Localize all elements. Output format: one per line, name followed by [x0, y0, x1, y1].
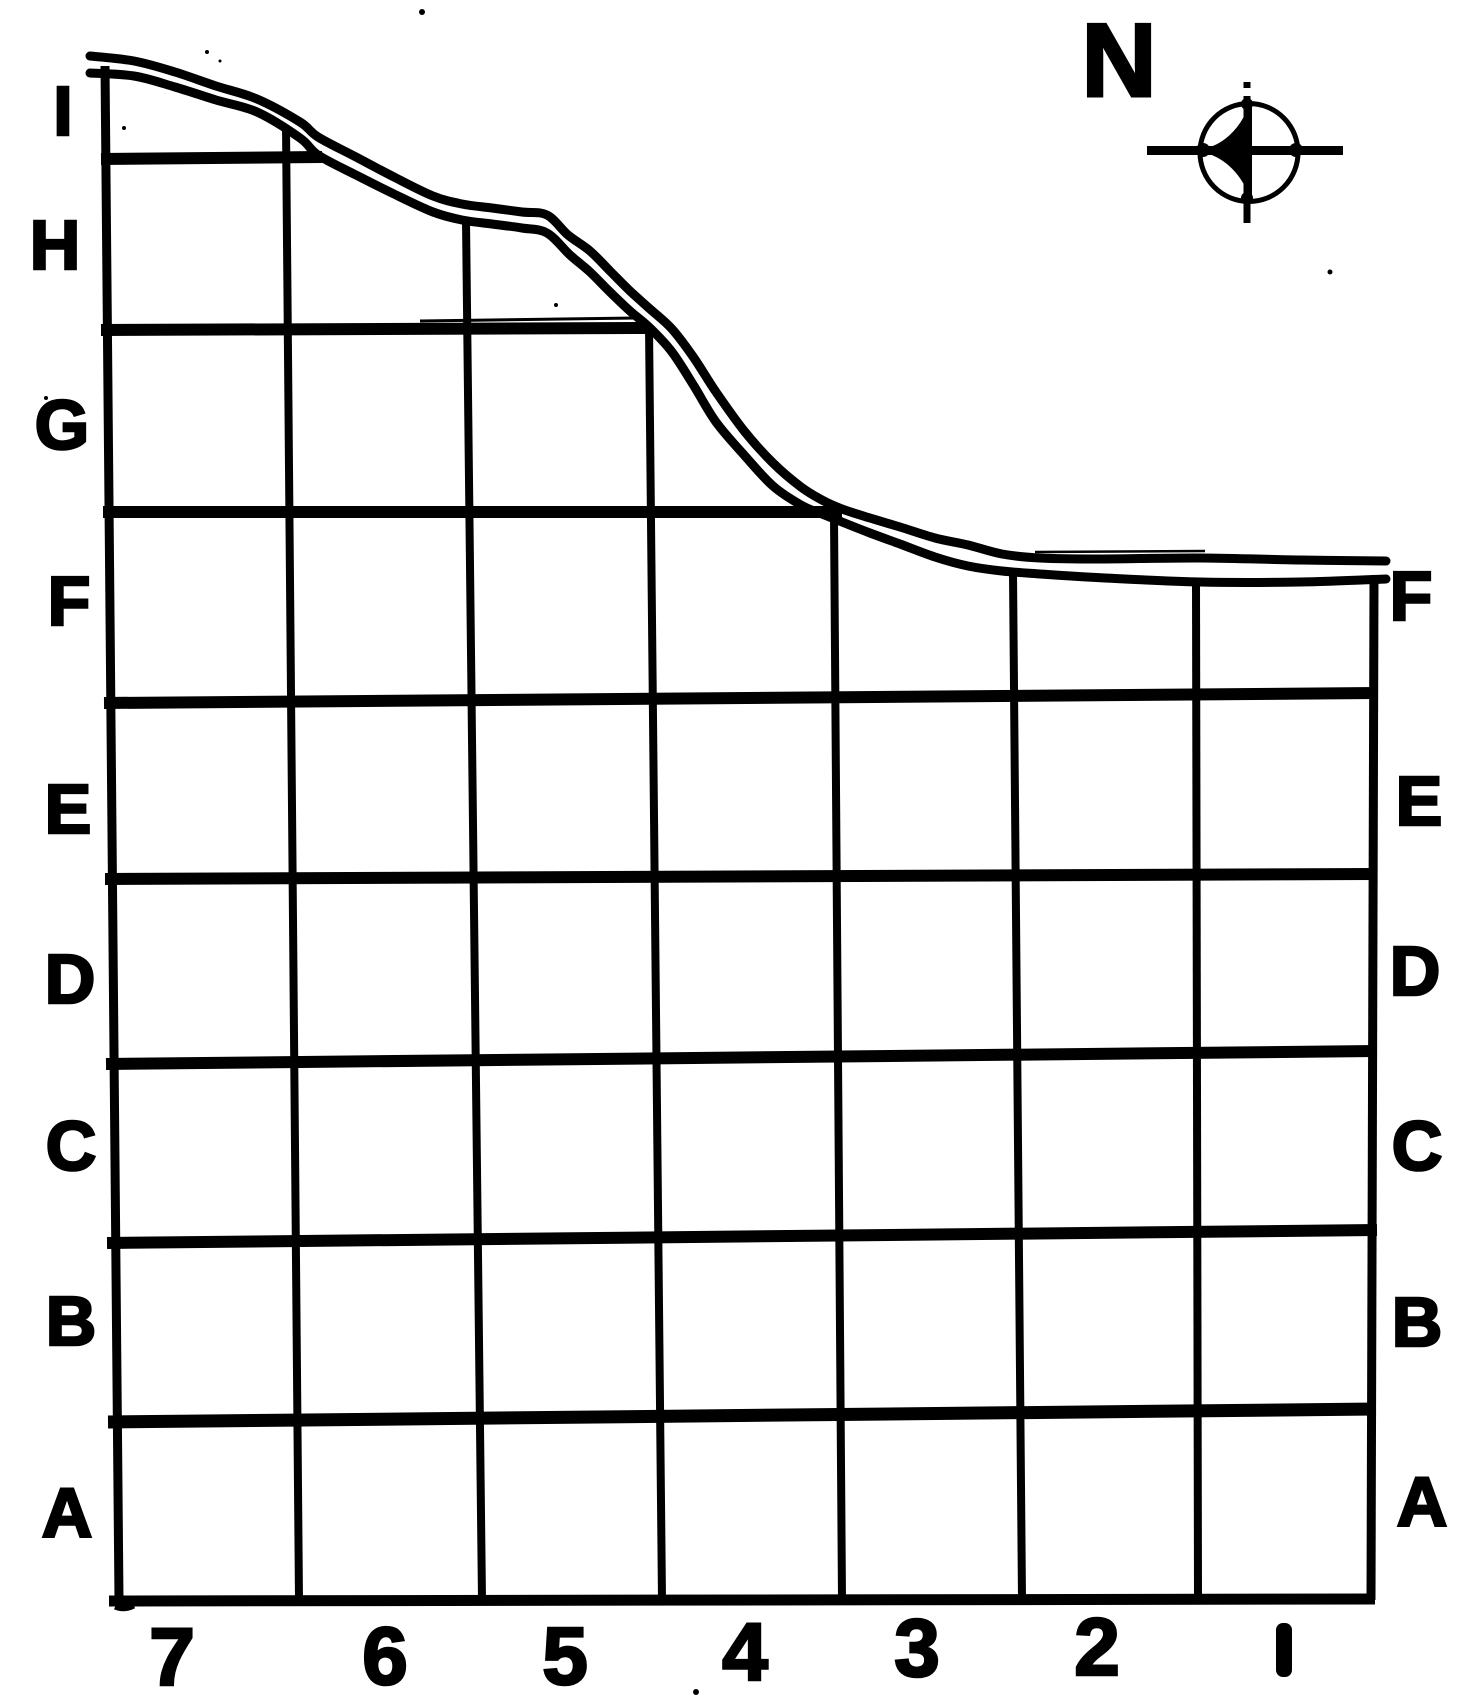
svg-text:N: N: [1081, 3, 1156, 119]
svg-text:B: B: [1392, 1283, 1443, 1361]
svg-text:6: 6: [362, 1611, 408, 1702]
svg-text:F: F: [1390, 557, 1433, 635]
svg-text:H: H: [30, 206, 81, 284]
svg-text:A: A: [42, 1474, 93, 1552]
svg-text:3: 3: [894, 1603, 940, 1694]
svg-text:D: D: [1390, 932, 1441, 1010]
svg-text:G: G: [35, 386, 89, 464]
svg-text:2: 2: [1074, 1602, 1120, 1693]
svg-text:I: I: [53, 72, 72, 150]
svg-text:4: 4: [722, 1607, 768, 1698]
svg-text:D: D: [45, 940, 96, 1018]
svg-text:E: E: [1396, 762, 1443, 840]
svg-text:5: 5: [542, 1611, 588, 1702]
svg-text:C: C: [1392, 1107, 1443, 1185]
svg-text:A: A: [1397, 1463, 1448, 1541]
svg-text:F: F: [48, 562, 91, 640]
svg-text:E: E: [45, 770, 92, 848]
svg-text:B: B: [46, 1282, 97, 1360]
svg-text:7: 7: [149, 1612, 195, 1702]
svg-text:C: C: [46, 1107, 97, 1185]
